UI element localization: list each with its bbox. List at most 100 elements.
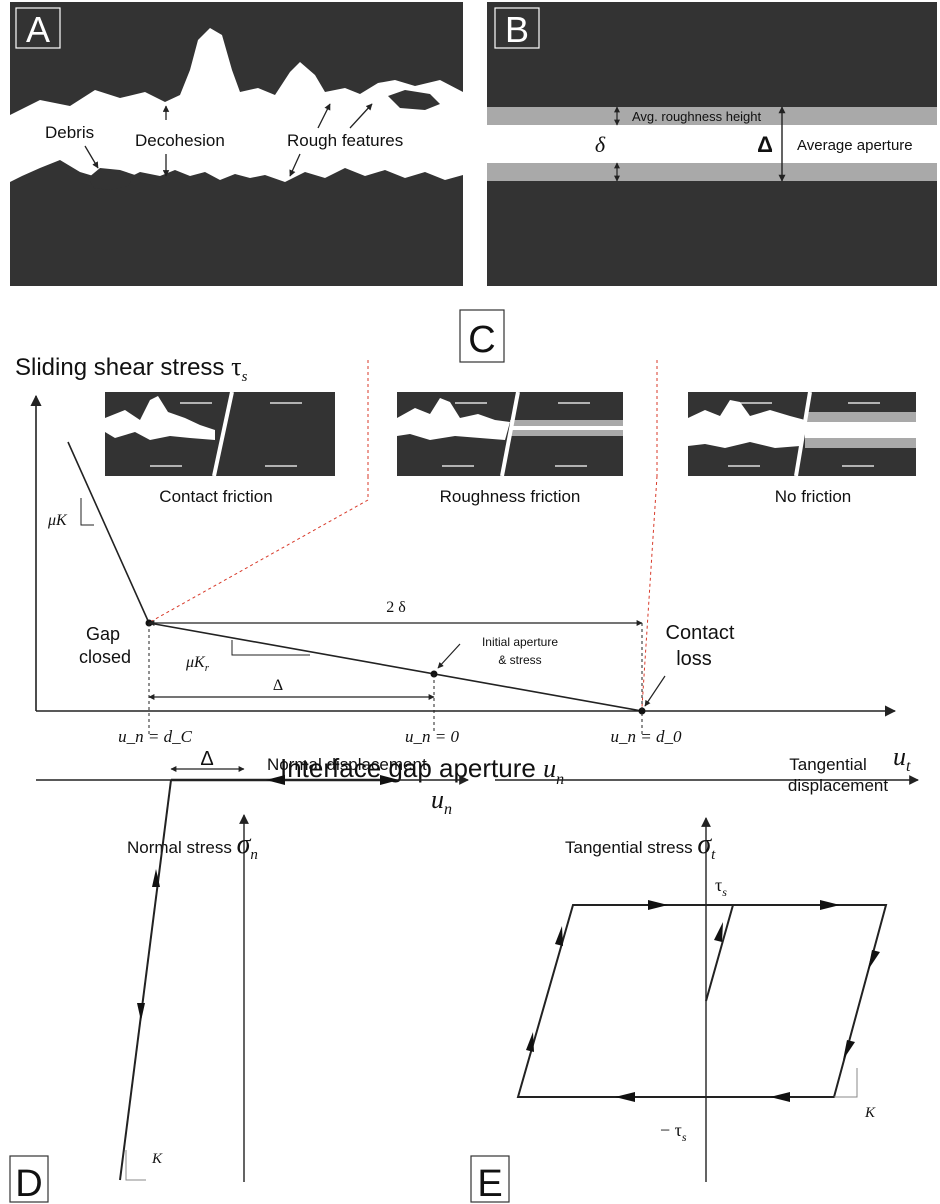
guide-loss-diag [641, 475, 658, 708]
inset-roughness-band-bottom [510, 430, 623, 436]
panel-b-label-box [494, 7, 540, 49]
panel-d-arrow-down [137, 1003, 145, 1021]
panel-e-label: E [477, 1163, 502, 1204]
panel-a-rough-pocket [388, 90, 440, 110]
panel-e-arrow-left-2 [555, 926, 563, 946]
panel-e-arrow-top-2 [820, 900, 840, 910]
guide-contact-diag [149, 499, 369, 623]
panel-c: C Sliding shear stress τs Contact fricti… [15, 309, 916, 788]
inset-roughness-label: Roughness friction [440, 487, 581, 506]
panel-e: Tangential stress σt K τs − τs Tangentia… [470, 742, 919, 1204]
inset-contact-label: Contact friction [159, 487, 272, 506]
panel-a-crack [10, 28, 463, 182]
panel-a-rough-arrow-1 [317, 103, 331, 129]
initial-arrow [437, 643, 461, 669]
panel-d-label-box [9, 1155, 49, 1203]
inset-contact-friction [105, 391, 335, 477]
panel-b-aperture [487, 125, 937, 163]
panel-b-label: B [505, 9, 529, 50]
panel-a-debris-particle [88, 168, 135, 190]
panel-d-arrow-up [152, 869, 160, 887]
panel-e-slope-triangle [834, 1068, 858, 1098]
inset-none-crack [688, 400, 805, 448]
panel-d-x-title: Normal displacement [267, 755, 427, 774]
panel-c-y-title: Sliding shear stress τs [15, 352, 248, 385]
panel-c-label-box [459, 309, 505, 363]
panel-d-y-title: Normal stress σn [127, 829, 258, 863]
panel-a-decohesion-label: Decohesion [135, 131, 225, 150]
closed-label: closed [79, 647, 131, 667]
inset-contact-divider [212, 391, 234, 477]
panel-e-tau-neg: − τs [660, 1120, 687, 1144]
slope-mu-label: μK [47, 512, 68, 529]
dim-delta-label: Δ [273, 677, 283, 694]
initial-label-1: Initial aperture [482, 635, 558, 649]
panel-d-x-symbol: un [431, 785, 452, 818]
inset-none-band-bottom [805, 438, 916, 448]
panel-b: B Avg. roughness height δ Δ Average aper… [487, 2, 937, 286]
slope-mur-label: μKr [185, 654, 210, 674]
panel-e-x-title-1: Tangential [789, 755, 867, 774]
inset-roughness-band-gap [510, 426, 623, 430]
panel-a: A Debris Decohesion Rough features [10, 2, 463, 286]
tick-zero: u_n = 0 [405, 727, 459, 746]
panel-b-top-roughness-band [487, 107, 937, 125]
curve-roughness-friction [148, 622, 643, 712]
panel-d-curve-steep [119, 779, 172, 1181]
panel-e-arrow-left-1 [526, 1032, 534, 1052]
panel-e-arrow-right-1 [868, 950, 880, 970]
panel-b-bottom-roughness-band [487, 163, 937, 181]
panel-d-k-label: K [151, 1151, 163, 1167]
panel-d-label: D [15, 1163, 42, 1204]
panel-b-small-delta: δ [595, 132, 606, 157]
panel-d-arrow-left [266, 775, 285, 785]
panel-d-slope-triangle [125, 1150, 146, 1181]
inset-roughness-friction [397, 391, 623, 477]
loss-label: loss [676, 648, 712, 670]
point-contact-loss [638, 707, 646, 715]
panel-a-label: A [26, 9, 50, 50]
inset-no-friction [688, 391, 916, 477]
initial-label-2: & stress [498, 653, 541, 667]
panel-e-arrow-bottom-1 [770, 1092, 790, 1102]
panel-e-initial-load [705, 904, 734, 1002]
panel-a-label-box [15, 7, 61, 49]
panel-e-arrow-right-2 [843, 1040, 855, 1060]
panel-d-arrow-right [380, 775, 399, 785]
panel-e-x-symbol: ut [893, 742, 911, 775]
panel-b-aperture-label: Average aperture [797, 137, 913, 154]
panel-a-debris-arrow [84, 145, 99, 169]
slope-triangle-mur [231, 640, 310, 656]
inset-none-band-gap [805, 422, 916, 438]
contact-label: Contact [666, 622, 735, 644]
panel-e-y-title: Tangential stress σt [565, 829, 716, 863]
slope-triangle-mu [80, 498, 94, 526]
inset-none-label: No friction [775, 487, 852, 506]
panel-b-big-delta: Δ [757, 132, 773, 157]
panel-d: Normal stress σn K Δ Normal displacement… [9, 748, 469, 1204]
inset-roughness-crack [397, 398, 510, 440]
panel-e-x-title-2: displacement [788, 776, 888, 795]
tick-dc: u_n = d_C [118, 727, 192, 746]
inset-none-band-top [805, 412, 916, 422]
panel-e-tau-pos: τs [715, 875, 727, 899]
panel-d-delta-label: Δ [200, 748, 213, 770]
panel-a-rough-arrow-2 [349, 103, 373, 129]
panel-a-rough-label: Rough features [287, 131, 403, 150]
inset-roughness-band-top [510, 420, 623, 426]
inset-contact-crack [105, 396, 215, 440]
panel-e-label-box [470, 1155, 510, 1203]
panel-e-arrow-initial [714, 922, 723, 942]
panel-e-arrow-bottom-2 [615, 1092, 635, 1102]
panel-e-arrow-top-1 [648, 900, 668, 910]
tick-d0: u_n = d_0 [611, 727, 682, 746]
gap-label: Gap [86, 624, 120, 644]
panel-a-debris-label: Debris [45, 123, 94, 142]
panel-c-label: C [468, 319, 495, 361]
inset-roughness-divider [500, 391, 520, 477]
panel-e-loop [516, 904, 888, 1098]
panel-b-roughness-label: Avg. roughness height [632, 109, 762, 124]
dim-two-delta-label: 2 δ [386, 599, 406, 616]
panel-e-k-label: K [864, 1105, 876, 1121]
